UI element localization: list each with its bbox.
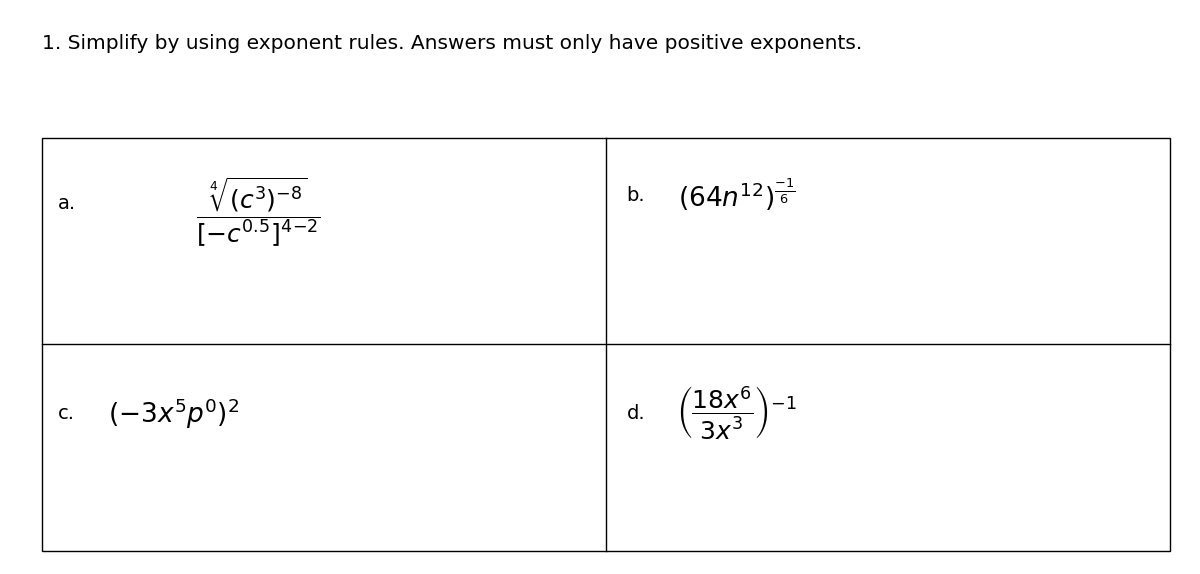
Text: 1. Simplify by using exponent rules. Answers must only have positive exponents.: 1. Simplify by using exponent rules. Ans… bbox=[42, 34, 863, 53]
Text: $(64n^{12})^{\frac{-1}{6}}$: $(64n^{12})^{\frac{-1}{6}}$ bbox=[678, 177, 796, 214]
Text: $\dfrac{\sqrt[4]{\left(c^{3}\right)^{-8}}}{\left[{-c^{0.5}}\right]^{4}{}^{-2}}$: $\dfrac{\sqrt[4]{\left(c^{3}\right)^{-8}… bbox=[196, 176, 320, 249]
Text: $(-3x^5p^0)^2$: $(-3x^5p^0)^2$ bbox=[108, 396, 240, 430]
Text: a.: a. bbox=[58, 194, 76, 214]
Text: b.: b. bbox=[626, 185, 646, 205]
Bar bbox=[42, 138, 1170, 551]
Text: c.: c. bbox=[58, 404, 74, 423]
Text: d.: d. bbox=[626, 404, 646, 423]
Text: $\left(\dfrac{18x^6}{3x^3}\right)^{-1}$: $\left(\dfrac{18x^6}{3x^3}\right)^{-1}$ bbox=[676, 385, 797, 442]
